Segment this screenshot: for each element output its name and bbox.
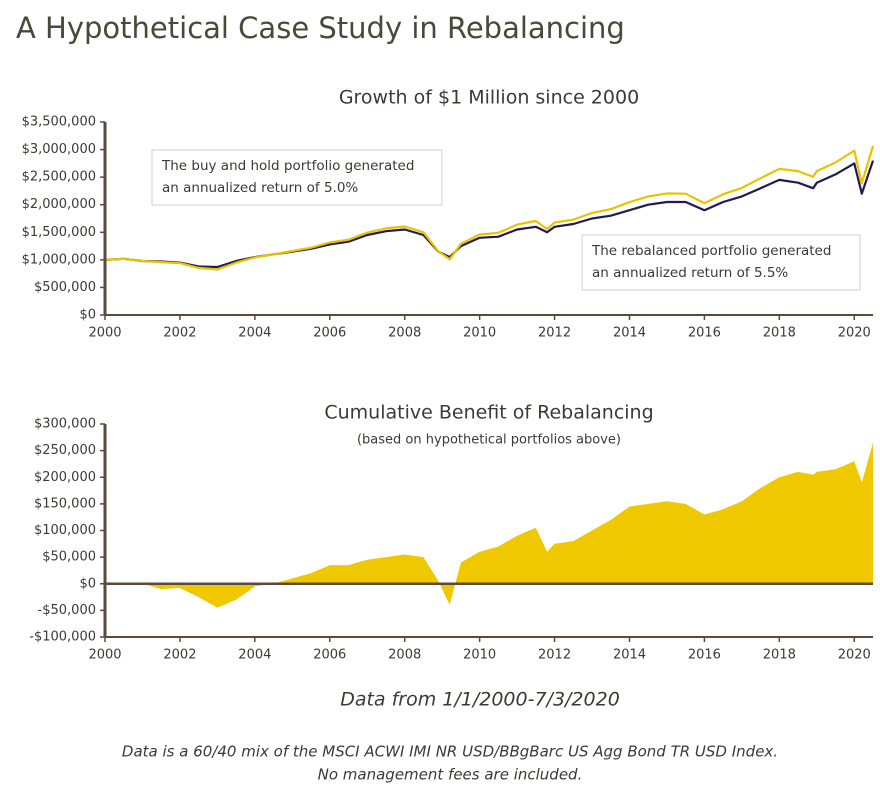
y-tick-label: $1,000,000 xyxy=(22,252,96,267)
x-tick-label: 2004 xyxy=(238,326,271,341)
x-tick-label: 2006 xyxy=(313,648,346,663)
x-tick-label: 2008 xyxy=(388,326,421,341)
x-tick-label: 2020 xyxy=(838,326,871,341)
annotation: an annualized return of 5.0% xyxy=(162,180,358,196)
x-tick-label: 2010 xyxy=(463,326,496,341)
x-tick-label: 2000 xyxy=(88,648,121,663)
annotation-box xyxy=(581,234,861,291)
y-tick-label: $50,000 xyxy=(42,550,96,565)
x-tick-label: 2002 xyxy=(163,326,196,341)
chart-title: Cumulative Benefit of Rebalancing xyxy=(324,402,653,424)
y-tick-label: $500,000 xyxy=(34,280,96,295)
y-tick-label: $2,000,000 xyxy=(22,197,96,212)
y-tick-label: $200,000 xyxy=(34,470,96,485)
y-tick-label: $0 xyxy=(79,576,96,591)
y-tick-label: $3,000,000 xyxy=(22,142,96,157)
x-tick-label: 2018 xyxy=(763,326,796,341)
y-tick-label: -$50,000 xyxy=(38,603,96,618)
x-tick-label: 2018 xyxy=(763,648,796,663)
x-tick-label: 2020 xyxy=(838,648,871,663)
x-tick-label: 2012 xyxy=(538,648,571,663)
y-tick-label: $250,000 xyxy=(34,443,96,458)
x-tick-label: 2014 xyxy=(613,326,646,341)
y-tick-label: $100,000 xyxy=(34,523,96,538)
footnote: No management fees are included. xyxy=(318,766,583,784)
x-tick-label: 2016 xyxy=(688,648,721,663)
annotation-box xyxy=(151,149,443,206)
x-tick-label: 2000 xyxy=(88,326,121,341)
x-tick-label: 2010 xyxy=(463,648,496,663)
annotation: The buy and hold portfolio generated xyxy=(161,158,414,174)
annotation: The rebalanced portfolio generated xyxy=(591,243,831,259)
page-title: A Hypothetical Case Study in Rebalancing xyxy=(16,11,625,45)
chart-subtitle: (based on hypothetical portfolios above) xyxy=(357,433,621,448)
x-tick-label: 2006 xyxy=(313,326,346,341)
y-tick-label: $2,500,000 xyxy=(22,170,96,185)
x-tick-label: 2002 xyxy=(163,648,196,663)
x-tick-label: 2014 xyxy=(613,648,646,663)
benefit-area xyxy=(105,442,873,608)
y-tick-label: $3,500,000 xyxy=(22,115,96,130)
x-tick-label: 2012 xyxy=(538,326,571,341)
x-tick-label: 2004 xyxy=(238,648,271,663)
y-tick-label: $1,500,000 xyxy=(22,225,96,240)
x-tick-label: 2008 xyxy=(388,648,421,663)
annotation: an annualized return of 5.5% xyxy=(592,265,788,281)
footnote: Data is a 60/40 mix of the MSCI ACWI IMI… xyxy=(122,743,778,761)
data-range: Data from 1/1/2000-7/3/2020 xyxy=(340,689,620,711)
y-tick-label: -$100,000 xyxy=(29,630,96,645)
x-tick-label: 2016 xyxy=(688,326,721,341)
y-tick-label: $150,000 xyxy=(34,496,96,511)
y-tick-label: $300,000 xyxy=(34,417,96,432)
series-line xyxy=(104,145,875,271)
y-tick-label: $0 xyxy=(79,308,96,323)
chart-title: Growth of $1 Million since 2000 xyxy=(339,87,639,109)
